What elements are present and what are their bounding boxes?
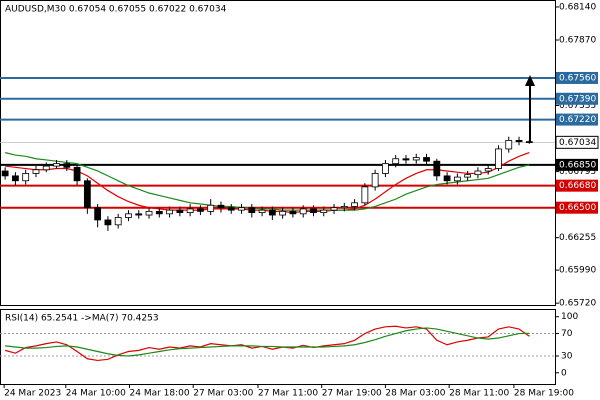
line-series xyxy=(4,152,530,211)
rsi-tick-label: 30 xyxy=(561,351,573,361)
price-panel xyxy=(0,0,556,306)
x-tick-label: 27 Mar 03:00 xyxy=(193,389,253,399)
x-tick-label: 28 Mar 03:00 xyxy=(385,389,445,399)
level-label: 0.67390 xyxy=(559,94,596,104)
candle-body xyxy=(83,180,91,209)
level-label: 0.66850 xyxy=(559,160,596,170)
candle-body xyxy=(505,139,513,150)
y-tick-label: 0.66795 xyxy=(559,167,596,177)
y-tick-label: 0.68140 xyxy=(559,2,596,12)
candle-body xyxy=(207,204,215,212)
rsi-title: RSI(14) 65.2541 ->MA(7) 70.4253 xyxy=(5,314,159,324)
candle-body xyxy=(361,186,369,204)
candle-body xyxy=(217,204,225,209)
x-tick-label: 24 Mar 2023 xyxy=(4,389,61,399)
candle-body xyxy=(310,208,317,213)
candle-body xyxy=(443,175,451,182)
current-price-box xyxy=(555,135,599,149)
line-series xyxy=(5,327,530,357)
candle-body xyxy=(73,166,81,182)
candle-body xyxy=(320,209,328,213)
rsi-panel xyxy=(0,309,556,385)
candle-body xyxy=(238,207,245,211)
candle-body xyxy=(279,210,287,216)
candle-body xyxy=(268,209,276,216)
candle-body xyxy=(197,208,204,212)
arrow-head xyxy=(525,75,535,86)
candle-body xyxy=(371,173,379,188)
candle-body xyxy=(351,202,358,207)
candle-body xyxy=(484,168,492,172)
candle-body xyxy=(1,170,9,177)
candle-body xyxy=(464,174,472,178)
rsi-tick-label: 70 xyxy=(561,329,573,339)
x-tick-label: 24 Mar 10:00 xyxy=(66,389,126,399)
candle-body xyxy=(227,207,235,211)
candle-body xyxy=(125,213,132,218)
candle-body xyxy=(453,176,461,182)
candle-body xyxy=(104,219,112,226)
level-label: 0.67220 xyxy=(559,115,596,125)
y-tick-label: 0.65720 xyxy=(559,299,596,309)
candle-body xyxy=(330,207,338,211)
candle-body xyxy=(248,207,256,213)
chart-title: AUDUSD,M30 0.67054 0.67055 0.67022 0.670… xyxy=(5,5,227,15)
candle-body xyxy=(412,157,420,161)
x-tick-label: 28 Mar 19:00 xyxy=(514,389,574,399)
current-price-label: 0.67034 xyxy=(559,138,596,148)
y-tick-label: 0.66255 xyxy=(559,233,596,243)
level-label-box xyxy=(556,201,598,214)
x-tick-label: 24 Mar 18:00 xyxy=(130,389,190,399)
candle-body xyxy=(114,217,122,226)
level-label-box xyxy=(556,92,598,105)
candle-body xyxy=(289,210,297,215)
candle-body xyxy=(515,139,523,143)
candle-body xyxy=(155,210,163,215)
candle-body xyxy=(474,170,482,176)
candle-body xyxy=(382,163,389,174)
candle-body xyxy=(145,210,153,216)
y-tick-label: 0.67870 xyxy=(559,36,596,46)
candle-body xyxy=(495,148,502,169)
y-tick-label: 0.67335 xyxy=(559,101,596,111)
level-label-box xyxy=(556,71,598,84)
candle-body xyxy=(176,209,184,213)
x-tick-label: 27 Mar 11:00 xyxy=(258,389,318,399)
level-label-box xyxy=(556,113,598,126)
level-label: 0.67560 xyxy=(559,73,596,83)
rsi-tick-label: 100 xyxy=(561,312,578,322)
candle-body xyxy=(186,208,194,213)
candle-body xyxy=(32,169,40,174)
candle-body xyxy=(402,158,410,161)
line-series xyxy=(5,152,530,214)
line-series xyxy=(4,325,530,362)
candle-body xyxy=(423,157,430,162)
candle-body xyxy=(53,163,60,167)
candle-body xyxy=(135,213,143,216)
y-tick-label: 0.65990 xyxy=(559,266,596,276)
level-label: 0.66500 xyxy=(559,203,596,213)
candle-body xyxy=(12,175,19,182)
candle-body xyxy=(94,207,102,221)
candle-body xyxy=(433,160,441,177)
candle-body xyxy=(63,163,71,168)
x-tick-label: 28 Mar 11:00 xyxy=(449,389,509,399)
level-label-box xyxy=(556,158,598,171)
candle-body xyxy=(392,158,400,165)
candle-body xyxy=(340,206,348,209)
candle-body xyxy=(299,208,307,215)
level-label-box xyxy=(556,179,598,192)
candle-body xyxy=(22,173,30,182)
candle-body xyxy=(166,209,173,215)
rsi-tick-label: 0 xyxy=(561,368,567,378)
candle-body xyxy=(258,209,266,213)
x-tick-label: 27 Mar 19:00 xyxy=(322,389,382,399)
level-label: 0.66680 xyxy=(559,181,596,191)
candle-body xyxy=(42,165,50,171)
